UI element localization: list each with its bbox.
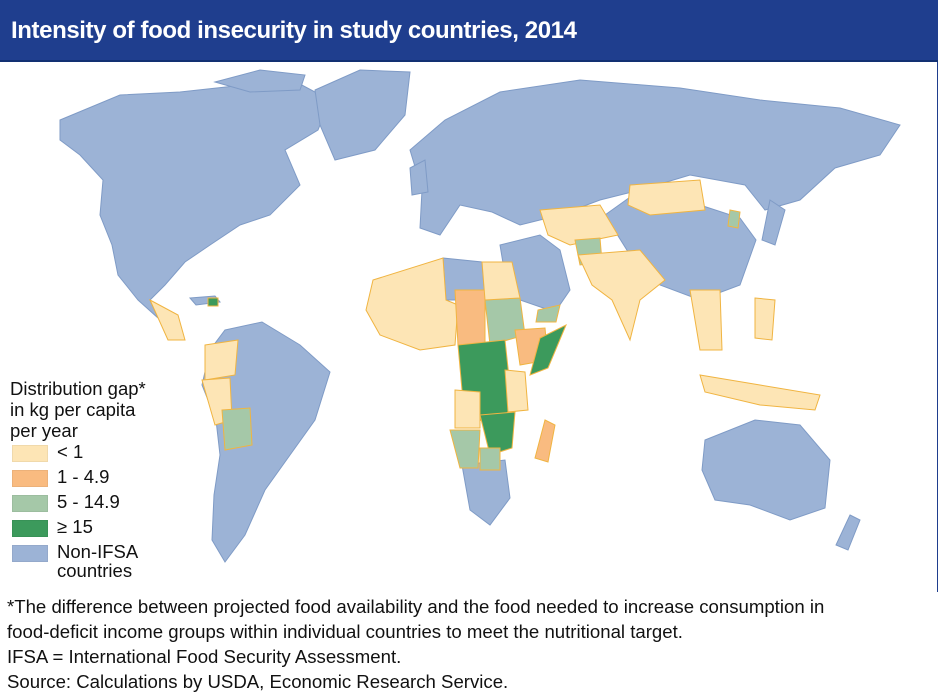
canadian-arctic-islands: [213, 69, 306, 93]
kenya-tanzania: [504, 369, 529, 413]
mongolia: [627, 179, 706, 216]
footnote-ifsa: IFSA = International Food Security Asses…: [7, 646, 402, 667]
footnote-source: Source: Calculations by USDA, Economic R…: [7, 671, 509, 692]
legend-item-1-4-9: 1 - 4.9: [10, 467, 188, 491]
mozambique-region: [479, 411, 516, 456]
legend-swatch: [12, 445, 48, 462]
new-zealand: [835, 514, 861, 551]
legend-label: ≥ 15: [57, 516, 93, 537]
legend-item-gte15: ≥ 15: [10, 517, 188, 541]
west-africa: [365, 257, 459, 351]
angola-region: [454, 389, 481, 429]
europe-russia: [409, 79, 901, 236]
indonesia: [699, 374, 821, 411]
central-asia: [539, 204, 619, 246]
southeast-asia: [689, 289, 723, 351]
namibia: [449, 429, 481, 469]
legend-item-non-ifsa: Non-IFSA countries: [10, 542, 188, 588]
haiti: [207, 297, 219, 307]
legend-label: 1 - 4.9: [57, 466, 110, 487]
legend-item-lt1: < 1: [10, 442, 188, 466]
somalia: [529, 323, 567, 376]
south-asia: [577, 249, 666, 342]
colombia-ecuador: [204, 339, 239, 381]
title-bar: Intensity of food insecurity in study co…: [0, 0, 938, 62]
footnotes: *The difference between projected food a…: [7, 594, 937, 694]
philippines: [754, 297, 776, 341]
central-america: [148, 298, 186, 341]
greenland: [314, 69, 411, 161]
egypt-libya: [481, 261, 521, 301]
legend-title: Distribution gap* in kg per capita per y…: [10, 378, 146, 441]
legend-swatch: [12, 545, 48, 562]
legend-label: Non-IFSA countries: [57, 541, 139, 581]
madagascar: [534, 419, 556, 463]
footnote-definition-line-1: *The difference between projected food a…: [7, 596, 825, 617]
zimbabwe: [479, 447, 501, 471]
bolivia: [221, 407, 253, 451]
yemen: [535, 304, 561, 323]
legend-label: < 1: [57, 441, 84, 462]
north-america: [59, 83, 331, 319]
japan: [761, 199, 786, 246]
legend-swatch: [12, 520, 48, 537]
legend-swatch: [12, 470, 48, 487]
united-kingdom: [409, 159, 429, 196]
footnote-definition-line-2: food-deficit income groups within indivi…: [7, 621, 683, 642]
map-title: Intensity of food insecurity in study co…: [11, 17, 577, 44]
north-korea: [727, 209, 741, 229]
niger-chad-region: [454, 289, 486, 346]
australia: [701, 419, 831, 521]
map-frame: [0, 62, 938, 592]
legend-swatch: [12, 495, 48, 512]
world-map: [59, 69, 901, 563]
map-legend: Distribution gap* in kg per capita per y…: [10, 378, 188, 588]
legend-label: 5 - 14.9: [57, 491, 120, 512]
legend-item-5-14-9: 5 - 14.9: [10, 492, 188, 516]
